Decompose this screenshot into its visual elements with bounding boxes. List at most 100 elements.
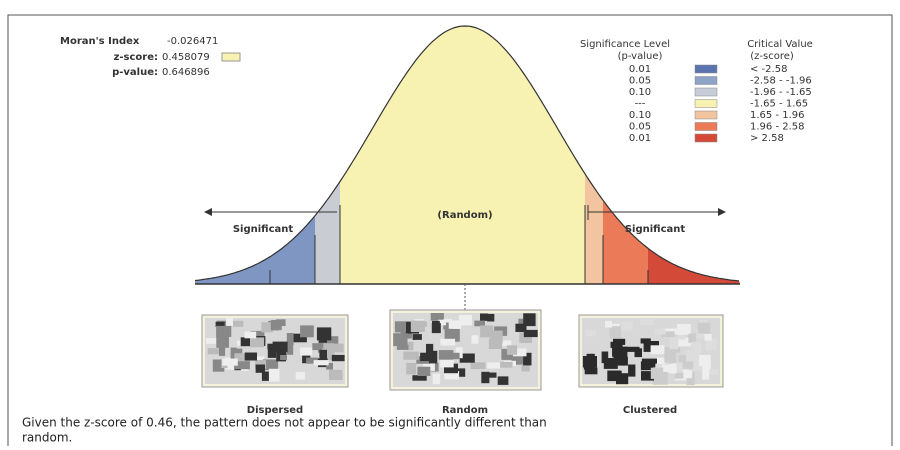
map-cell [268,368,280,382]
map-cell [657,357,666,364]
legend-z: -1.65 - 1.65 [750,99,808,110]
legend-z: -1.96 - -1.65 [750,87,812,98]
map-cell [601,351,609,364]
map-cell [274,320,282,330]
map-cell [403,351,419,360]
map-cell [650,367,664,379]
map-cell [443,318,452,324]
map-cell [519,332,532,343]
map-cell [417,366,431,376]
legend: 0.01 < -2.58 0.05 -2.58 - -1.96 0.10 -1.96 - … [629,64,812,144]
map-cell [506,345,518,355]
map-cell [322,348,335,361]
legend-z: < -2.58 [750,64,787,75]
map-cell [705,369,719,375]
map-cell [291,333,307,343]
map-label: Dispersed [247,405,303,416]
map-cell [612,346,628,358]
map-cell [702,367,710,380]
map-cell [261,371,273,381]
map-cell [448,320,462,329]
map-cell [227,320,244,327]
map-cell [685,350,701,362]
z-swatch [221,52,241,62]
map-cell [406,362,417,375]
legend-p: 0.05 [629,122,651,133]
label-left: Significant [233,224,294,235]
map-cell [623,346,640,352]
map-cell [691,341,701,353]
map-cell [327,336,339,345]
map-cell [230,347,237,361]
map-cell [267,349,277,358]
map-cell [704,334,712,341]
map-cell [691,364,703,371]
map-cell [664,347,681,353]
legend-p: --- [635,99,646,110]
map-cell [319,349,327,359]
map-cell [431,323,441,334]
bell-curve [194,25,740,282]
legend-p: 0.05 [629,76,651,87]
map-cell [488,338,503,349]
map-cell [234,353,250,362]
map-cell [412,334,422,340]
map-cell [607,370,621,382]
map-cell [323,343,334,349]
map-cell [216,335,229,348]
map-cell [432,373,441,385]
legend-sub-z: (z-score) [750,51,794,62]
legend-z: 1.65 - 1.96 [750,110,805,121]
map-cell [610,341,623,348]
legend-swatch [694,122,718,131]
conclusion: Given the z-score of 0.46, the pattern d… [22,416,547,430]
label-right: Significant [625,224,686,235]
map-cell [487,362,501,369]
map-cell [429,350,438,364]
map-cell [316,327,332,341]
legend-swatch [694,133,718,143]
map-cell [272,341,288,352]
map-cell [605,320,613,328]
legend-p: 0.10 [629,110,651,121]
map-cell [584,367,598,375]
map-cell [523,329,538,338]
map-cell [490,330,503,344]
index-label: Moran's Index [60,36,140,47]
map-cell [226,318,233,327]
map-cell [603,358,618,369]
map-cell [582,356,597,368]
map-cell [215,321,225,327]
map-cell [420,352,430,362]
pattern-maps [201,309,724,391]
legend-swatch [694,64,718,74]
map-cell [640,361,654,371]
map-cell [458,314,472,326]
map-cell [483,372,497,378]
map-cell [664,350,676,363]
map-cell [216,325,232,337]
map-cell [261,322,273,333]
map-cell [207,348,223,355]
map-cell [512,348,527,357]
map-cell [313,360,329,366]
map-cell [449,352,460,360]
map-cell [244,352,257,361]
z-value: 0.458079 [162,52,210,63]
map-cell [676,337,692,347]
map-cell [661,331,675,338]
map-cell [286,333,294,345]
map-cell [586,353,595,360]
map-cell [518,318,526,325]
legend-swatch [694,110,718,120]
map-cell [444,363,458,374]
conclusion: random. [22,431,72,445]
map-cell [222,358,238,366]
map-cell [262,359,279,371]
map-cell [497,340,512,347]
legend-z: 1.96 - 2.58 [750,122,805,133]
map-cell [234,359,250,370]
map-cell [650,345,665,355]
map-cell [412,375,427,381]
